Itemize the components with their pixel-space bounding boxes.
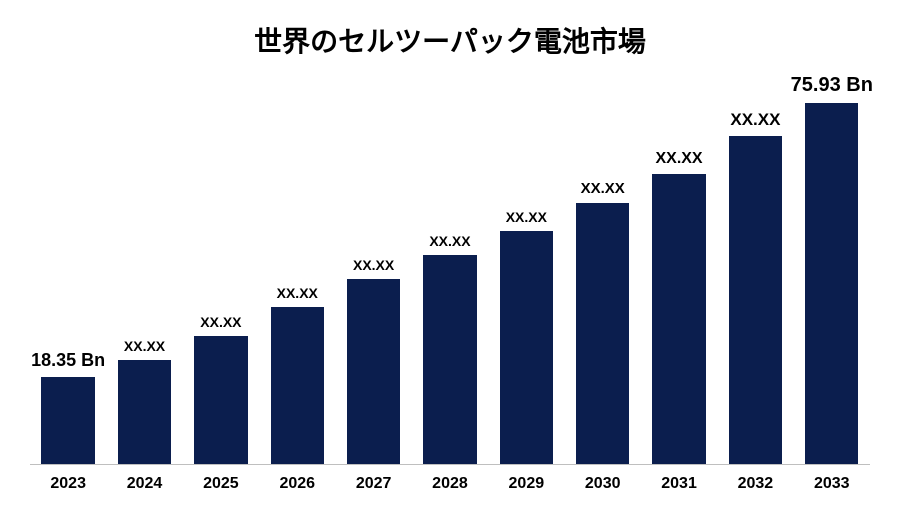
bar-value-label: 75.93 Bn bbox=[791, 74, 873, 97]
bar bbox=[576, 203, 629, 464]
bar-value-label: 18.35 Bn bbox=[31, 350, 105, 371]
bar bbox=[118, 360, 171, 465]
bar bbox=[805, 103, 858, 464]
bar bbox=[729, 136, 782, 464]
bar-slot: XX.XX bbox=[335, 85, 411, 464]
x-axis-label: 2024 bbox=[106, 475, 182, 493]
x-axis-label: 2026 bbox=[259, 475, 335, 493]
plot-area: 18.35 Bn XX.XX XX.XX XX.XX XX.XX XX.XX XX.XX XX… bbox=[30, 85, 870, 465]
x-axis-label: 2029 bbox=[488, 475, 564, 493]
bar-value-label: XX.XX bbox=[506, 209, 547, 225]
bar-value-label: XX.XX bbox=[277, 285, 318, 301]
bar bbox=[41, 377, 94, 464]
bar-slot: XX.XX bbox=[183, 85, 259, 464]
bar-value-label: XX.XX bbox=[353, 257, 394, 273]
bar-value-label: XX.XX bbox=[124, 338, 165, 354]
bar-value-label: XX.XX bbox=[581, 180, 625, 197]
bar bbox=[271, 307, 324, 464]
x-axis-label: 2030 bbox=[565, 475, 641, 493]
bar-slot: 75.93 Bn bbox=[794, 85, 870, 464]
bar-slot: XX.XX bbox=[106, 85, 182, 464]
chart-title: 世界のセルツーパック電池市場 bbox=[30, 20, 870, 60]
x-axis: 2023202420252026202720282029203020312032… bbox=[30, 475, 870, 493]
bar bbox=[652, 174, 705, 464]
chart-container: 世界のセルツーパック電池市場 18.35 Bn XX.XX XX.XX XX.XX XX… bbox=[0, 0, 900, 525]
bar-slot: XX.XX bbox=[412, 85, 488, 464]
bar-slot: XX.XX bbox=[259, 85, 335, 464]
bar-value-label: XX.XX bbox=[429, 233, 470, 249]
x-axis-label: 2025 bbox=[183, 475, 259, 493]
x-axis-label: 2027 bbox=[335, 475, 411, 493]
bar-value-label: XX.XX bbox=[200, 314, 241, 330]
bars-row: 18.35 Bn XX.XX XX.XX XX.XX XX.XX XX.XX XX.XX XX… bbox=[30, 85, 870, 465]
x-axis-label: 2033 bbox=[794, 475, 870, 493]
bar bbox=[423, 255, 476, 464]
bar-value-label: XX.XX bbox=[730, 110, 780, 130]
x-axis-label: 2031 bbox=[641, 475, 717, 493]
bar-value-label: XX.XX bbox=[655, 150, 702, 168]
bar bbox=[347, 279, 400, 464]
bar-slot: XX.XX bbox=[565, 85, 641, 464]
x-axis-label: 2028 bbox=[412, 475, 488, 493]
bar-slot: XX.XX bbox=[641, 85, 717, 464]
bar bbox=[500, 231, 553, 464]
x-axis-label: 2032 bbox=[717, 475, 793, 493]
x-axis-label: 2023 bbox=[30, 475, 106, 493]
bar-slot: XX.XX bbox=[717, 85, 793, 464]
bar-slot: 18.35 Bn bbox=[30, 85, 106, 464]
bar bbox=[194, 336, 247, 464]
bar-slot: XX.XX bbox=[488, 85, 564, 464]
